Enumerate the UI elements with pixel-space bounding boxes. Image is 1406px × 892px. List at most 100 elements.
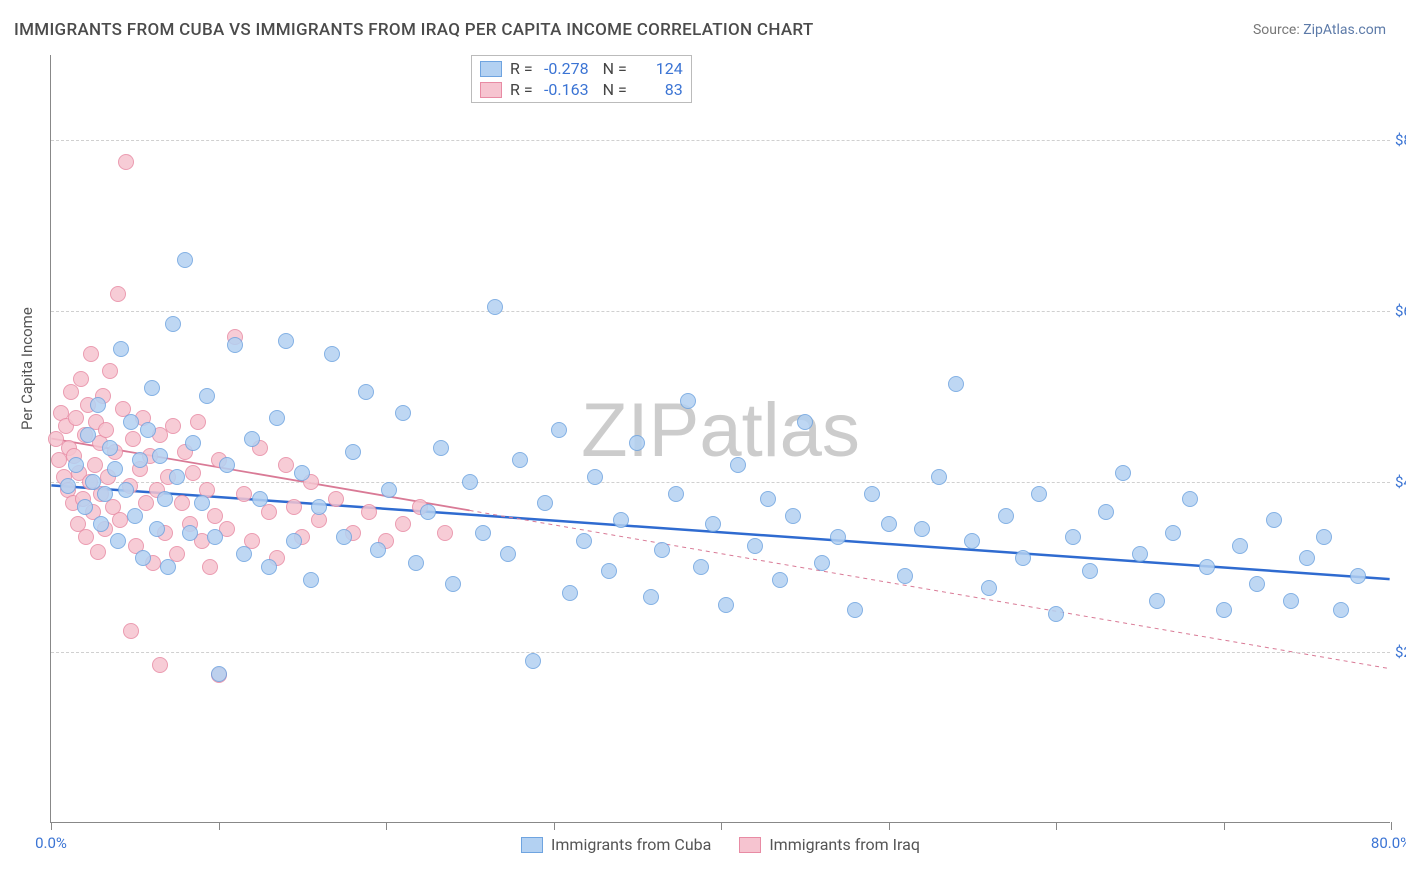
scatter-point xyxy=(211,666,227,682)
scatter-point xyxy=(77,499,93,515)
scatter-point xyxy=(160,559,176,575)
scatter-point xyxy=(830,529,846,545)
scatter-point xyxy=(562,585,578,601)
x-tick xyxy=(721,822,722,830)
scatter-point xyxy=(140,422,156,438)
x-tick xyxy=(1224,822,1225,830)
scatter-point xyxy=(629,435,645,451)
scatter-point xyxy=(177,252,193,268)
scatter-point xyxy=(445,576,461,592)
scatter-point xyxy=(194,495,210,511)
x-tick xyxy=(1391,822,1392,830)
scatter-point xyxy=(182,525,198,541)
scatter-point xyxy=(1065,529,1081,545)
scatter-point xyxy=(948,376,964,392)
legend-swatch xyxy=(739,837,761,853)
scatter-point xyxy=(261,559,277,575)
scatter-point xyxy=(123,414,139,430)
scatter-point xyxy=(110,533,126,549)
scatter-point xyxy=(125,431,141,447)
y-tick-label: $40,000 xyxy=(1395,473,1406,491)
scatter-point xyxy=(1031,486,1047,502)
scatter-point xyxy=(236,486,252,502)
scatter-point xyxy=(236,546,252,562)
scatter-point xyxy=(1316,529,1332,545)
scatter-point xyxy=(718,597,734,613)
scatter-point xyxy=(73,371,89,387)
scatter-point xyxy=(219,457,235,473)
scatter-point xyxy=(500,546,516,562)
legend-row: R =-0.163N =83 xyxy=(480,79,683,100)
scatter-point xyxy=(185,465,201,481)
scatter-point xyxy=(654,542,670,558)
scatter-point xyxy=(102,440,118,456)
y-axis-label: Per Capita Income xyxy=(18,307,36,430)
scatter-point xyxy=(157,491,173,507)
scatter-point xyxy=(998,508,1014,524)
scatter-point xyxy=(747,538,763,554)
scatter-point xyxy=(336,529,352,545)
legend-n-label: N = xyxy=(603,59,627,78)
scatter-point xyxy=(1266,512,1282,528)
scatter-point xyxy=(680,393,696,409)
scatter-point xyxy=(278,333,294,349)
scatter-point xyxy=(433,440,449,456)
scatter-point xyxy=(1333,602,1349,618)
scatter-point xyxy=(269,410,285,426)
scatter-point xyxy=(551,422,567,438)
scatter-point xyxy=(587,469,603,485)
scatter-point xyxy=(1216,602,1232,618)
scatter-point xyxy=(772,572,788,588)
scatter-point xyxy=(537,495,553,511)
source-link[interactable]: ZipAtlas.com xyxy=(1303,22,1386,38)
scatter-point xyxy=(98,422,114,438)
scatter-point xyxy=(286,499,302,515)
scatter-point xyxy=(83,346,99,362)
scatter-point xyxy=(705,516,721,532)
legend-row: R =-0.278N =124 xyxy=(480,58,683,79)
scatter-point xyxy=(1132,546,1148,562)
legend-series-name: Immigrants from Cuba xyxy=(551,835,711,854)
scatter-point xyxy=(190,414,206,430)
scatter-point xyxy=(613,512,629,528)
series-legend: Immigrants from CubaImmigrants from Iraq xyxy=(51,835,1390,854)
legend-swatch xyxy=(480,82,502,98)
scatter-point xyxy=(358,384,374,400)
x-tick xyxy=(219,822,220,830)
scatter-point xyxy=(361,504,377,520)
gridline xyxy=(51,652,1390,653)
scatter-point xyxy=(1098,504,1114,520)
scatter-point xyxy=(693,559,709,575)
scatter-point xyxy=(85,474,101,490)
scatter-point xyxy=(760,491,776,507)
legend-swatch xyxy=(521,837,543,853)
scatter-point xyxy=(127,508,143,524)
scatter-point xyxy=(80,427,96,443)
scatter-point xyxy=(601,563,617,579)
scatter-point xyxy=(797,414,813,430)
gridline xyxy=(51,140,1390,141)
scatter-point xyxy=(1350,568,1366,584)
scatter-point xyxy=(1182,491,1198,507)
scatter-point xyxy=(286,533,302,549)
gridline xyxy=(51,311,1390,312)
scatter-point xyxy=(730,457,746,473)
scatter-point xyxy=(68,457,84,473)
scatter-point xyxy=(864,486,880,502)
scatter-point xyxy=(881,516,897,532)
scatter-point xyxy=(112,512,128,528)
scatter-point xyxy=(90,544,106,560)
scatter-point xyxy=(93,516,109,532)
scatter-point xyxy=(68,410,84,426)
x-tick xyxy=(51,822,52,830)
scatter-point xyxy=(165,316,181,332)
scatter-point xyxy=(1249,576,1265,592)
scatter-point xyxy=(437,525,453,541)
scatter-point xyxy=(102,363,118,379)
watermark: ZIPatlas xyxy=(581,386,860,473)
y-tick-label: $60,000 xyxy=(1395,302,1406,320)
correlation-legend: R =-0.278N =124R =-0.163N =83 xyxy=(471,55,692,103)
scatter-point xyxy=(78,529,94,545)
scatter-point xyxy=(165,418,181,434)
scatter-point xyxy=(914,521,930,537)
